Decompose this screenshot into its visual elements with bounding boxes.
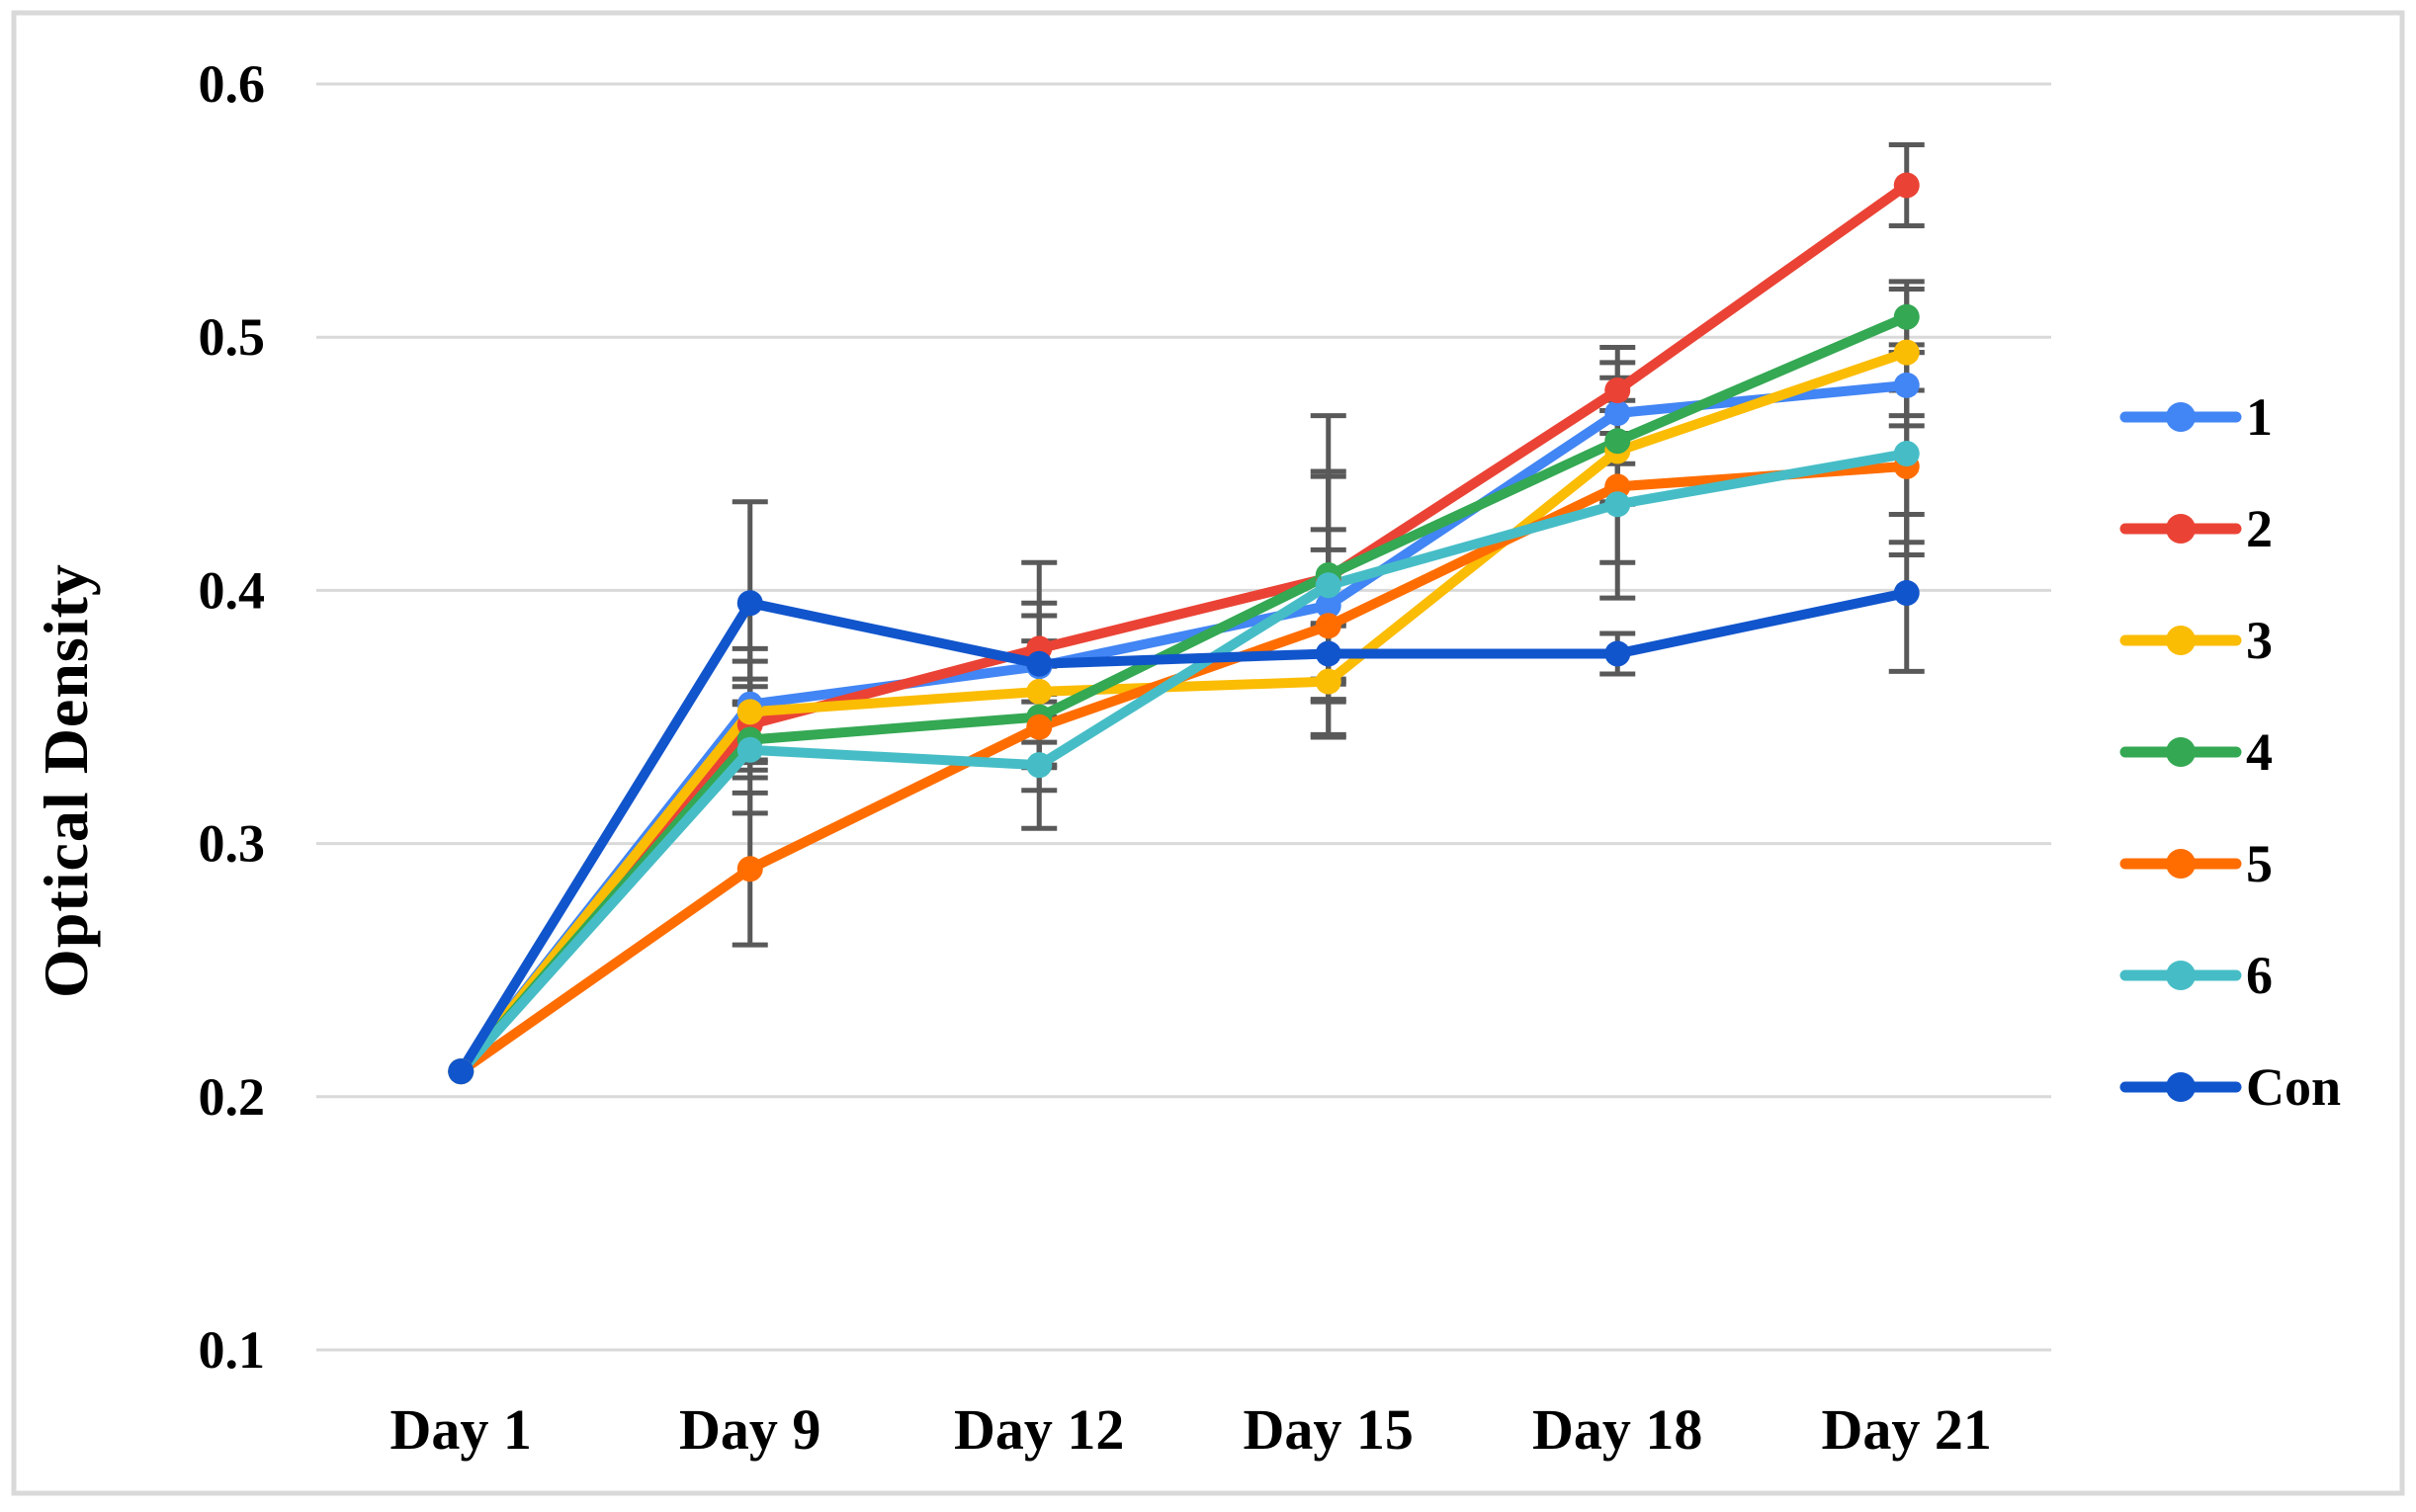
y-tick-label: 0.1	[199, 1320, 266, 1380]
x-axis-category-labels: Day 1 Day 9 Day 12 Day 15 Day 18 Day 21	[390, 1397, 1992, 1462]
legend-label: Con	[2246, 1057, 2341, 1117]
data-point-marker-Con	[448, 1058, 475, 1085]
legend: 1 2 3 4 5 6 Con	[2119, 387, 2341, 1117]
data-point-marker-1	[1893, 372, 1920, 398]
x-category-label: Day 1	[390, 1397, 532, 1462]
data-point-marker-6	[1315, 572, 1341, 599]
legend-label: 2	[2246, 499, 2273, 558]
y-tick-label: 0.2	[199, 1067, 266, 1127]
series-line-5	[456, 461, 1912, 1077]
data-point-marker-6	[736, 736, 763, 763]
data-point-marker-3	[1026, 678, 1053, 705]
y-axis-tick-labels: 0.1 0.2 0.3 0.4 0.5 0.6	[199, 54, 266, 1380]
data-point-marker-2	[1604, 378, 1631, 404]
series-line-3	[456, 347, 1912, 1077]
series-line-4	[456, 311, 1912, 1077]
data-point-marker-6	[1893, 441, 1920, 467]
legend-item-3: 3	[2119, 611, 2273, 670]
y-axis-title: Optical Density	[31, 563, 101, 998]
data-point-marker-4	[1604, 428, 1631, 455]
legend-item-2: 2	[2119, 499, 2273, 558]
data-point-marker-6	[1026, 752, 1053, 779]
legend-label: 4	[2246, 722, 2273, 782]
legend-label: 6	[2246, 946, 2273, 1005]
legend-item-1: 1	[2119, 387, 2273, 447]
error-bars	[732, 141, 1925, 948]
legend-label: 3	[2246, 611, 2273, 670]
data-point-marker-Con	[1026, 650, 1053, 677]
data-point-marker-4	[1893, 303, 1920, 330]
y-tick-label: 0.4	[199, 560, 266, 620]
data-point-marker-5	[1026, 714, 1053, 740]
x-category-label: Day 15	[1244, 1397, 1414, 1462]
series-line-2	[456, 180, 1912, 1077]
data-point-marker-Con	[1604, 640, 1631, 667]
legend-label: 1	[2246, 387, 2273, 447]
data-point-marker-Con	[1893, 579, 1920, 606]
series-line-6	[456, 449, 1912, 1077]
y-tick-label: 0.5	[199, 307, 266, 367]
data-point-marker-Con	[736, 590, 763, 617]
legend-swatch-dot	[2166, 1072, 2196, 1102]
data-point-marker-5	[1315, 613, 1341, 639]
y-tick-label: 0.3	[199, 814, 266, 874]
y-tick-label: 0.6	[199, 54, 266, 114]
x-category-label: Day 18	[1532, 1397, 1702, 1462]
legend-swatch-dot	[2166, 402, 2196, 432]
legend-item-Con: Con	[2119, 1057, 2341, 1117]
legend-item-6: 6	[2119, 946, 2273, 1005]
x-category-label: Day 9	[679, 1397, 820, 1462]
legend-swatch-dot	[2166, 737, 2196, 767]
data-point-marker-1	[1604, 400, 1631, 427]
legend-swatch-dot	[2166, 626, 2196, 655]
data-point-marker-3	[1893, 339, 1920, 366]
legend-item-4: 4	[2119, 722, 2273, 782]
gridlines	[316, 82, 2051, 1352]
legend-swatch-dot	[2166, 849, 2196, 879]
x-category-label: Day 21	[1822, 1397, 1992, 1462]
data-point-marker-5	[1604, 473, 1631, 500]
series-markers	[448, 172, 1920, 1085]
data-point-marker-2	[1893, 172, 1920, 199]
data-point-marker-Con	[1315, 640, 1341, 667]
figure-border	[11, 10, 2405, 1496]
legend-item-5: 5	[2119, 834, 2273, 893]
legend-label: 5	[2246, 834, 2273, 893]
x-category-label: Day 12	[954, 1397, 1124, 1462]
data-point-marker-6	[1604, 491, 1631, 518]
legend-swatch-dot	[2166, 961, 2196, 990]
data-point-marker-3	[736, 699, 763, 725]
legend-swatch-dot	[2166, 514, 2196, 544]
series-lines	[456, 180, 1912, 1077]
data-point-marker-5	[736, 856, 763, 882]
data-point-marker-3	[1315, 668, 1341, 695]
series-line-Con	[456, 587, 1912, 1077]
data-point-marker-1	[1315, 592, 1341, 619]
